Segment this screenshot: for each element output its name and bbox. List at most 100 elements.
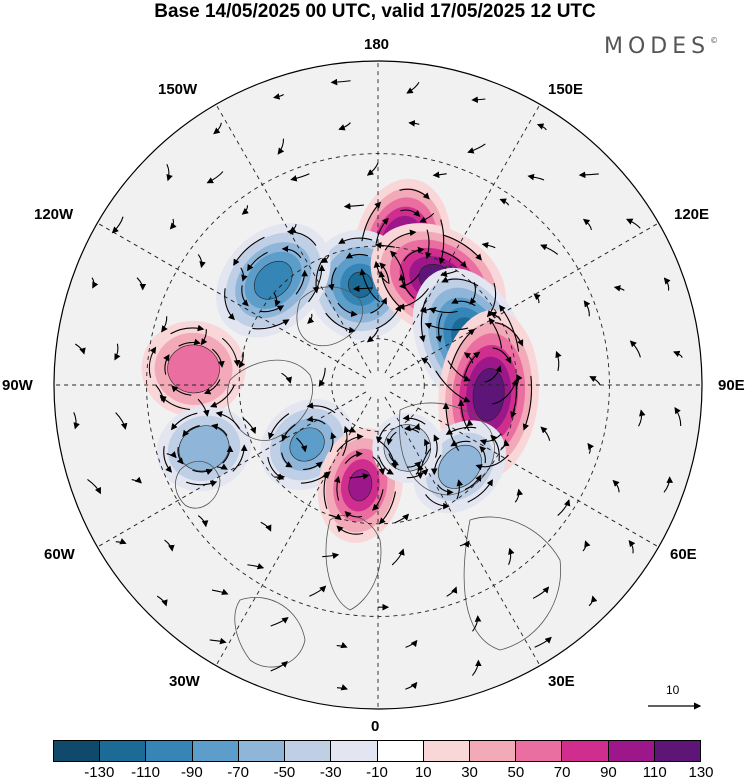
colorbar-tick-label: -30 [319, 764, 342, 781]
wind-vector [406, 461, 422, 469]
wind-vector [176, 446, 184, 465]
wind-vector [514, 488, 524, 503]
colorbar-swatch [146, 741, 193, 761]
wind-vector [613, 285, 625, 292]
lon-label-0: 0 [371, 718, 380, 735]
wind-vector [344, 510, 363, 518]
colorbar-tick-label: -10 [366, 764, 388, 781]
wind-vector [425, 229, 432, 260]
wind-vector [490, 434, 500, 462]
wind-vector [510, 382, 517, 419]
wind-vector [445, 426, 477, 435]
wind-vector [582, 540, 591, 552]
wind-vector [270, 660, 289, 672]
colorbar-tick-label: -50 [273, 764, 296, 781]
lon-label-90e: 90E [718, 377, 745, 394]
lon-label-180: 180 [364, 36, 390, 53]
wind-vector [197, 254, 206, 269]
wind-vector [433, 434, 440, 458]
wind-vector [463, 352, 474, 364]
colorbar-swatch [192, 741, 239, 761]
wind-vector [391, 548, 405, 566]
wind-vector [378, 491, 397, 525]
wind-vector [410, 423, 420, 431]
wind-vector [327, 267, 337, 291]
wind-vector [435, 313, 443, 343]
wind-vector [405, 681, 418, 690]
lon-label-90w: 90W [2, 377, 33, 394]
wind-vector [464, 419, 474, 430]
wind-vector [222, 445, 234, 464]
wind-vector [389, 250, 406, 284]
lon-label-60e: 60E [670, 546, 697, 563]
wind-vector [375, 423, 391, 444]
wind-vector [447, 360, 471, 382]
wind-vector [329, 432, 337, 453]
wind-vector [200, 329, 208, 346]
wind-vector [270, 617, 289, 627]
wind-vector [185, 480, 218, 487]
lon-label-150w: 150W [158, 81, 198, 98]
colorbar-tick-label: 50 [507, 764, 525, 781]
lon-label-60w: 60W [44, 546, 75, 563]
wind-vector [492, 378, 518, 405]
wind-vector [115, 538, 127, 545]
wind-vector [366, 162, 379, 176]
wind-vector [192, 468, 213, 476]
wind-vector [419, 212, 435, 223]
colorbar-swatch [54, 741, 101, 761]
wind-vector [374, 242, 395, 249]
wind-vector [273, 93, 284, 100]
wind-vector [171, 385, 192, 396]
wind-vector [349, 473, 370, 480]
wind-vector [508, 547, 515, 565]
wind-vector [421, 357, 432, 369]
wind-vector [397, 288, 429, 311]
wind-vector [464, 474, 482, 491]
wind-vector [352, 285, 373, 293]
wind-vector [260, 521, 272, 532]
colorbar-swatch [469, 741, 517, 761]
wind-vector [273, 292, 281, 307]
colorbar-tick-label: 10 [414, 764, 432, 781]
wind-vector [484, 365, 502, 383]
wind-vector [471, 659, 482, 676]
map-boundary [53, 60, 703, 710]
wind-vector [197, 515, 209, 528]
wind-vector [345, 252, 369, 259]
wind-vector [337, 302, 358, 317]
colorbar-tick-label: 70 [553, 764, 571, 781]
wind-vector [136, 277, 147, 291]
wind-vector [309, 585, 327, 597]
wind-vector [288, 224, 297, 233]
wind-vector [252, 319, 290, 330]
wind-vector [73, 412, 80, 430]
wind-vector [463, 351, 481, 379]
colorbar-tick-label: -70 [227, 764, 249, 781]
wind-vector [333, 475, 341, 501]
wind-vector [578, 171, 599, 179]
wind-vector [111, 216, 124, 234]
brand-logo: MODES© [604, 34, 719, 59]
colorbar-swatch [331, 741, 378, 761]
wind-vector [522, 375, 533, 431]
wind-vector [386, 431, 397, 446]
wind-vector [492, 347, 512, 364]
wind-vector [268, 413, 290, 440]
wind-vector [372, 456, 386, 476]
wind-vector [213, 122, 222, 135]
wind-vector [211, 588, 229, 595]
wind-vector [388, 453, 399, 466]
wind-vector [441, 250, 467, 269]
colorbar-tick-label: 130 [688, 764, 714, 781]
wind-vector [587, 442, 594, 454]
wind-vector [170, 412, 198, 431]
colorbar-swatch [377, 741, 424, 761]
wind-vector [588, 595, 598, 607]
wind-vector [170, 324, 205, 335]
colorbar-swatch [285, 741, 332, 761]
wind-vector [534, 636, 552, 648]
wind-vector [384, 229, 417, 251]
colorbar-swatch [423, 741, 470, 761]
